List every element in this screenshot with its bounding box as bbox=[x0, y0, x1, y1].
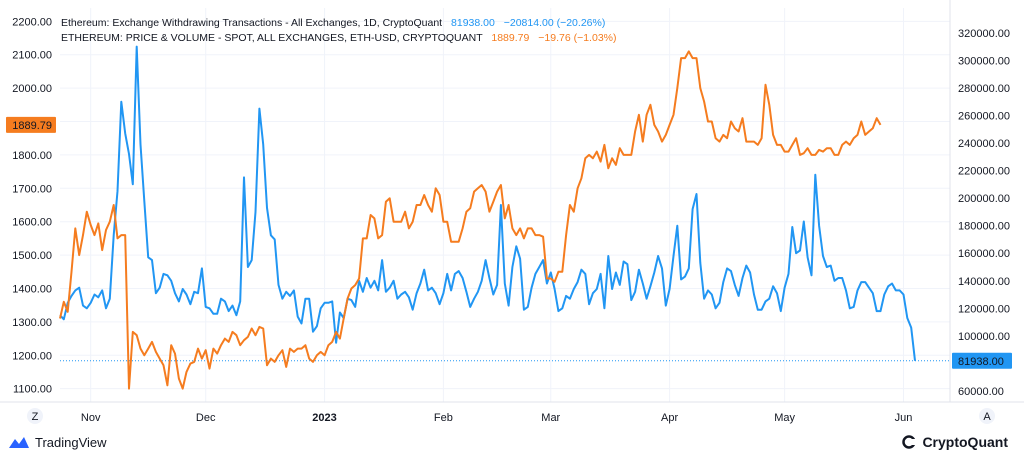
right-tick-label: 180000.00 bbox=[958, 221, 1010, 233]
right-current-value-label: 81938.00 bbox=[952, 352, 1012, 369]
x-tick-label: Dec bbox=[196, 412, 216, 424]
left-tick-label: 2200.00 bbox=[12, 16, 52, 28]
left-corner-label[interactable]: Z bbox=[32, 411, 39, 423]
right-value-badge-text: 81938.00 bbox=[958, 356, 1004, 368]
right-tick-label: 140000.00 bbox=[958, 276, 1010, 288]
left-corner-circle[interactable] bbox=[27, 408, 43, 424]
left-tick-label: 1700.00 bbox=[12, 183, 52, 195]
x-tick-label: Mar bbox=[541, 412, 560, 424]
left-axis: 2200.002100.002000.001900.001800.001700.… bbox=[12, 16, 52, 395]
chart-grid bbox=[60, 8, 950, 402]
legend-transactions-change: −20814.00 (−20.26%) bbox=[504, 17, 606, 29]
left-tick-label: 1500.00 bbox=[12, 250, 52, 262]
legend[interactable]: Ethereum: Exchange Withdrawing Transacti… bbox=[61, 17, 617, 44]
x-tick-label: Apr bbox=[661, 412, 678, 424]
right-corner-circle[interactable] bbox=[979, 408, 995, 424]
x-axis: Nov Dec 2023 Feb Mar Apr May Jun bbox=[81, 412, 912, 424]
series-layer bbox=[59, 45, 916, 390]
x-tick-label: 2023 bbox=[312, 412, 336, 424]
legend-price-title: ETHEREUM: PRICE & VOLUME - SPOT, ALL EXC… bbox=[61, 32, 483, 44]
cryptoquant-brand[interactable]: CryptoQuant bbox=[901, 430, 1008, 454]
right-corner-button[interactable]: A bbox=[979, 408, 995, 424]
chart-canvas: 2200.002100.002000.001900.001800.001700.… bbox=[0, 0, 1024, 424]
right-axis: 320000.00 300000.00 280000.00 260000.00 2400… bbox=[958, 28, 1010, 398]
legend-price-change: −19.76 (−1.03%) bbox=[538, 32, 616, 44]
right-tick-label: 260000.00 bbox=[958, 110, 1010, 122]
series-line-transactions bbox=[59, 45, 916, 361]
right-tick-label: 220000.00 bbox=[958, 166, 1010, 178]
tradingview-label: TradingView bbox=[35, 434, 107, 450]
right-tick-label: 300000.00 bbox=[958, 55, 1010, 67]
legend-price-last: 1889.79 bbox=[491, 32, 529, 44]
left-tick-label: 1800.00 bbox=[12, 150, 52, 162]
x-tick-label: Nov bbox=[81, 412, 101, 424]
legend-series-price: ETHEREUM: PRICE & VOLUME - SPOT, ALL EXC… bbox=[61, 32, 617, 44]
right-tick-label: 320000.00 bbox=[958, 28, 1010, 40]
tradingview-brand[interactable]: TradingView bbox=[8, 430, 107, 454]
cryptoquant-label: CryptoQuant bbox=[922, 434, 1008, 450]
left-tick-label: 1400.00 bbox=[12, 283, 52, 295]
left-price-badge bbox=[6, 116, 56, 133]
left-tick-label: 1200.00 bbox=[12, 350, 52, 362]
left-corner-button[interactable]: Z bbox=[27, 408, 43, 424]
legend-transactions-title: Ethereum: Exchange Withdrawing Transacti… bbox=[61, 17, 442, 29]
left-tick-label: 2000.00 bbox=[12, 83, 52, 95]
right-corner-label[interactable]: A bbox=[983, 411, 991, 423]
series-line-price bbox=[59, 50, 882, 390]
right-tick-label: 280000.00 bbox=[958, 83, 1010, 95]
left-tick-label: 1100.00 bbox=[13, 384, 52, 396]
cryptoquant-logo-icon bbox=[902, 435, 918, 449]
left-tick-label: 2100.00 bbox=[12, 50, 52, 62]
x-tick-label: Jun bbox=[895, 412, 913, 424]
x-tick-label: May bbox=[774, 412, 795, 424]
legend-series-transactions: Ethereum: Exchange Withdrawing Transacti… bbox=[61, 17, 605, 29]
right-tick-label: 60000.00 bbox=[958, 386, 1004, 398]
right-tick-label: 120000.00 bbox=[958, 303, 1010, 315]
right-tick-label: 160000.00 bbox=[958, 248, 1010, 260]
right-value-badge bbox=[952, 352, 1012, 369]
legend-transactions-last: 81938.00 bbox=[451, 17, 495, 29]
right-tick-label: 240000.00 bbox=[958, 138, 1010, 150]
tradingview-logo-icon bbox=[9, 437, 29, 448]
left-current-price-label: 1889.79 bbox=[6, 116, 56, 133]
right-tick-label: 200000.00 bbox=[958, 193, 1010, 205]
left-tick-label: 1300.00 bbox=[12, 317, 52, 329]
x-tick-label: Feb bbox=[434, 412, 453, 424]
right-tick-label: 100000.00 bbox=[958, 331, 1010, 343]
left-price-badge-text: 1889.79 bbox=[12, 120, 52, 132]
left-tick-label: 1600.00 bbox=[12, 217, 52, 229]
